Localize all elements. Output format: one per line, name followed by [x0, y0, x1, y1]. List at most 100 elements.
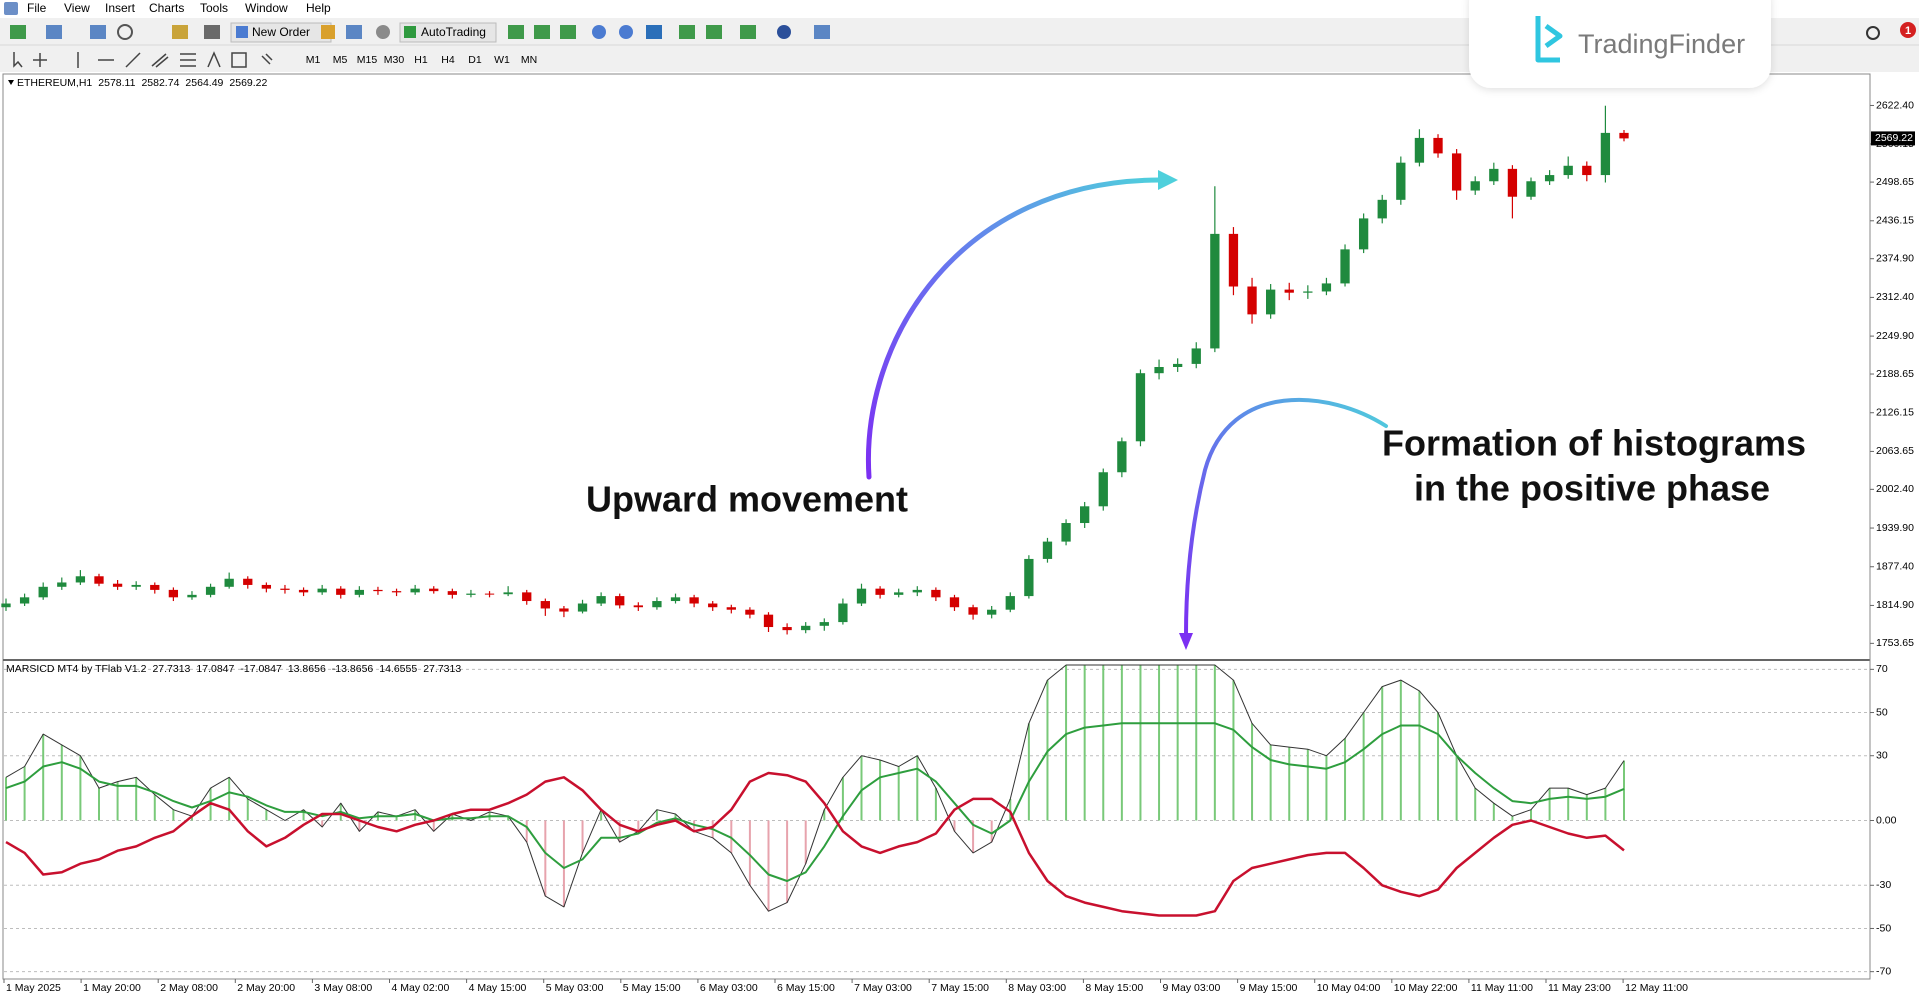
- candle-body: [131, 584, 141, 587]
- price-tick-label: 2249.90: [1876, 330, 1914, 342]
- icon-cursor[interactable]: [13, 52, 23, 68]
- candle-body: [745, 609, 755, 615]
- icon-arrows[interactable]: [261, 53, 273, 65]
- candle-body: [949, 597, 960, 608]
- price-tick-label: 1753.65: [1876, 637, 1914, 649]
- timeframe-button[interactable]: H1: [414, 54, 428, 66]
- candle-body: [540, 601, 550, 609]
- icon-tester[interactable]: [204, 25, 220, 39]
- data-layer: 2622.402560.152498.652436.152374.902312.…: [1, 77, 1915, 994]
- timeframe-button[interactable]: W1: [494, 54, 510, 66]
- menu-item[interactable]: Help: [306, 1, 331, 15]
- timeframe-button[interactable]: M1: [306, 54, 321, 66]
- icon-market[interactable]: [376, 25, 390, 39]
- candle-body: [57, 582, 67, 587]
- icon-channel[interactable]: [151, 53, 169, 68]
- icon-indicators[interactable]: [740, 25, 756, 39]
- indicator-value: 17.0847: [196, 663, 234, 675]
- timeframe-button[interactable]: D1: [468, 54, 482, 66]
- icon-label[interactable]: [231, 52, 247, 68]
- icon-text[interactable]: [207, 51, 221, 68]
- arrow-histograms: [1184, 397, 1388, 637]
- time-label: 4 May 02:00: [392, 982, 450, 994]
- time-label: 12 May 11:00: [1625, 982, 1688, 994]
- menu-item[interactable]: Window: [245, 1, 288, 15]
- icon-metaeditor[interactable]: [321, 25, 335, 39]
- icon-tile[interactable]: [646, 25, 662, 39]
- button-label: AutoTrading: [421, 25, 486, 39]
- icon-fibo[interactable]: [180, 53, 196, 67]
- candle-body: [484, 593, 495, 595]
- candle-body: [261, 584, 272, 589]
- search-icon[interactable]: [1866, 26, 1880, 40]
- price-tick-label: 1814.90: [1876, 599, 1914, 611]
- icon-zoom-out[interactable]: [619, 25, 633, 39]
- candle-body: [1228, 233, 1239, 287]
- timeframe-button[interactable]: H4: [441, 54, 455, 66]
- candle-body: [1080, 506, 1090, 524]
- candle-body: [577, 603, 588, 612]
- time-label: 11 May 11:00: [1471, 982, 1533, 994]
- time-label: 1 May 20:00: [83, 982, 141, 994]
- menu-item[interactable]: File: [27, 1, 47, 15]
- menu-item[interactable]: Insert: [105, 1, 136, 15]
- candle-body: [763, 614, 774, 628]
- candle-body: [1414, 137, 1425, 163]
- icon-zoom-in[interactable]: [592, 25, 606, 39]
- price-tag-bg: [1871, 131, 1915, 146]
- candle-body: [1544, 175, 1555, 182]
- candle-body: [354, 589, 365, 595]
- icon-autoscroll[interactable]: [679, 25, 695, 39]
- indicator-tick-label: 0.00: [1876, 814, 1897, 826]
- time-label: 7 May 15:00: [931, 982, 989, 994]
- candle-body: [1526, 181, 1536, 197]
- icon-new-chart[interactable]: [10, 25, 26, 39]
- notification-count: 1: [1905, 25, 1911, 37]
- histogram-outline: [5, 664, 1625, 912]
- time-label: 11 May 23:00: [1548, 982, 1611, 994]
- symbol: ETHEREUM,H1: [17, 77, 92, 89]
- chart-menu-arrow[interactable]: [8, 80, 14, 85]
- timeframe-button[interactable]: M5: [333, 54, 348, 66]
- price-tick-label: 2188.65: [1876, 368, 1914, 380]
- timeframes: New Order AutoTrading M1 M5 M15 M30 H1 H4 D1 W1 MN: [252, 25, 537, 66]
- annotation: Upward movement: [586, 479, 908, 520]
- time-label: 3 May 08:00: [314, 982, 372, 994]
- candle-body: [1005, 596, 1015, 610]
- menu-item[interactable]: Tools: [200, 1, 228, 15]
- price-tick-label: 2498.65: [1876, 176, 1914, 188]
- candle-body: [1042, 541, 1053, 559]
- toolbar-icons: [10, 22, 830, 43]
- icon-profiles[interactable]: [46, 25, 62, 39]
- menu-item[interactable]: View: [64, 1, 90, 15]
- time-label: 5 May 03:00: [546, 982, 604, 994]
- notification-badge[interactable]: [1900, 22, 1916, 38]
- price-tick-label: 2063.65: [1876, 445, 1914, 457]
- icon-market-watch[interactable]: [90, 25, 106, 39]
- candle-body: [987, 609, 997, 615]
- candle-body: [689, 597, 699, 604]
- candle-body: [931, 589, 941, 598]
- timeframe-button[interactable]: M15: [357, 54, 378, 66]
- price-tick-label: 2436.15: [1876, 215, 1914, 227]
- icon-templates[interactable]: [814, 25, 830, 39]
- icon-bar-chart[interactable]: [508, 25, 524, 39]
- icon-signals[interactable]: [346, 25, 362, 39]
- icon-crosshair[interactable]: [33, 53, 47, 67]
- icon-candles[interactable]: [534, 25, 550, 39]
- autotrading-button[interactable]: [399, 22, 497, 43]
- timeframe-button[interactable]: MN: [521, 54, 537, 66]
- ohlc-value: 2564.49: [185, 77, 223, 89]
- icon-periods[interactable]: [777, 25, 791, 39]
- icon-navigator[interactable]: [117, 24, 133, 40]
- icon-shift[interactable]: [706, 25, 722, 39]
- candle-body: [19, 597, 30, 604]
- icon-line-chart[interactable]: [560, 25, 576, 39]
- time-label: 9 May 15:00: [1240, 982, 1298, 994]
- indicator-tick-label: 50: [1876, 706, 1888, 718]
- menu-item[interactable]: Charts: [149, 1, 184, 15]
- timeframe-button[interactable]: M30: [384, 54, 405, 66]
- icon-trendline[interactable]: [125, 52, 141, 68]
- icon-terminal[interactable]: [172, 25, 188, 39]
